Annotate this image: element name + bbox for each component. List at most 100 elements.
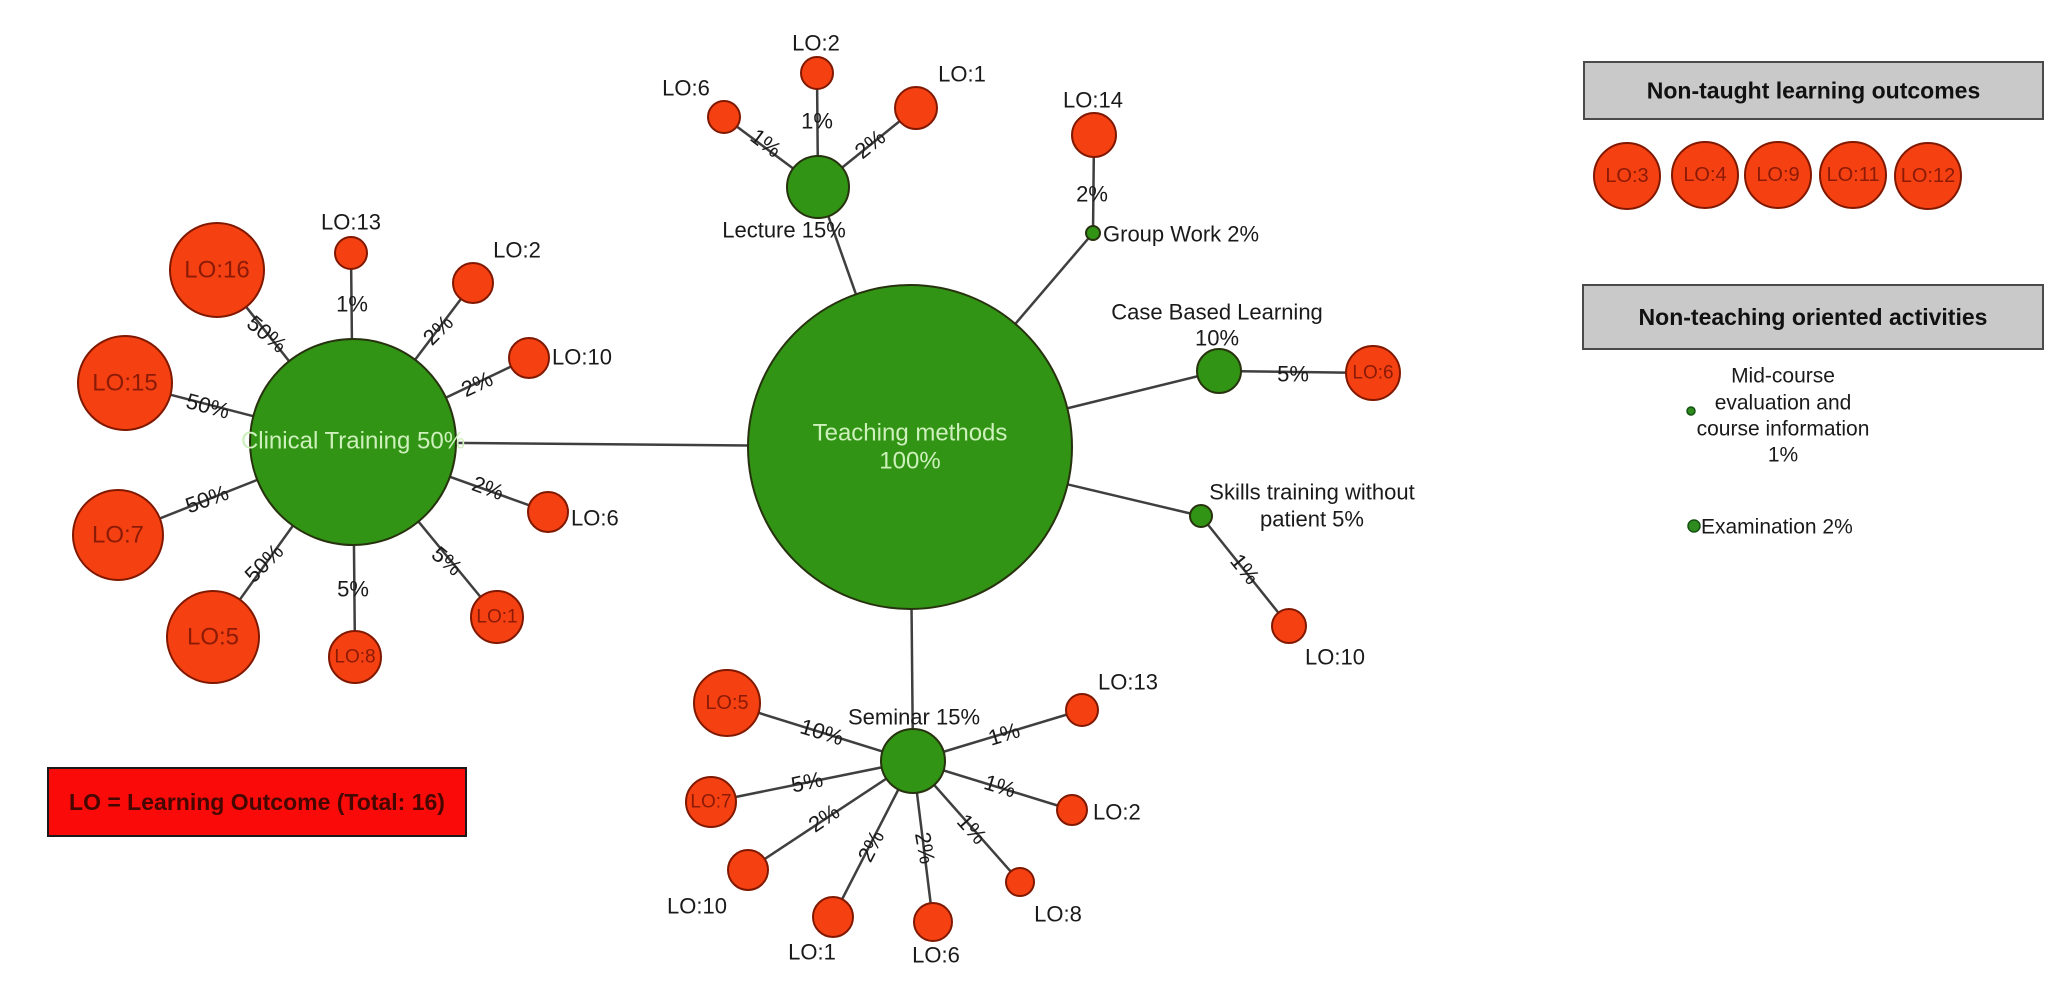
lo-note-box — [47, 767, 467, 837]
lo-label-cl-lo2: LO:2 — [493, 238, 541, 263]
lo-circle-cl-lo5 — [166, 590, 260, 684]
pct-label-lec-lo6: 1% — [746, 123, 786, 162]
lo-circle-sk-lo10 — [1271, 608, 1307, 644]
activity-dot-icon-1 — [1687, 519, 1701, 533]
pct-label-cl-lo5: 50% — [240, 539, 289, 588]
non-taught-lo-label-1: LO:4 — [1683, 164, 1726, 186]
non-taught-lo-circle-2 — [1744, 141, 1812, 209]
hub-label-teaching-1: 100% — [879, 448, 940, 475]
pct-label-cl-lo15: 50% — [183, 388, 232, 424]
pct-label-gw-lo14: 2% — [1076, 182, 1108, 207]
lo-label-lec-lo2: LO:2 — [792, 31, 840, 56]
lo-circle-cl-lo6 — [527, 491, 569, 533]
activity-label-0-2: course information — [1697, 418, 1870, 441]
pct-label-cb-lo6: 5% — [1277, 362, 1309, 387]
edge-sk-lo10 — [1200, 515, 1290, 627]
pct-label-sem-lo7: 5% — [789, 766, 825, 797]
lo-label-lec-lo1: LO:1 — [938, 62, 986, 87]
pct-label-cl-lo2: 2% — [418, 310, 458, 350]
lo-label-cl-lo10: LO:10 — [552, 345, 612, 370]
pct-label-sem-lo1: 2% — [853, 826, 890, 866]
pct-label-sem-lo6: 2% — [910, 830, 940, 866]
lo-label-cl-lo1: LO:1 — [476, 607, 517, 628]
non-taught-lo-circle-3 — [1819, 141, 1887, 209]
lo-circle-cl-lo10 — [508, 337, 550, 379]
lo-label-lec-lo6: LO:6 — [662, 76, 710, 101]
hub-circle-teaching — [747, 284, 1073, 610]
lo-circle-lec-lo2 — [800, 56, 834, 90]
hub-circle-lecture — [786, 155, 850, 219]
lo-label-cl-lo7: LO:7 — [92, 522, 144, 549]
lo-circle-cl-lo7 — [72, 489, 164, 581]
pct-label-sem-lo13: 1% — [985, 717, 1023, 750]
lo-label-sem-lo6: LO:6 — [912, 943, 960, 968]
lo-label-sem-lo1: LO:1 — [788, 940, 836, 965]
pct-label-cl-lo13: 1% — [336, 292, 368, 317]
activity-label-0-3: 1% — [1768, 444, 1798, 467]
hub-circle-seminar — [880, 728, 946, 794]
non-taught-lo-circle-1 — [1671, 141, 1739, 209]
lo-label-sem-lo10: LO:10 — [667, 894, 727, 919]
hub-label-skills-0: Skills training without — [1209, 480, 1414, 505]
lo-label-sem-lo7: LO:7 — [690, 792, 731, 813]
lo-circle-cl-lo8 — [328, 630, 382, 684]
pct-label-sem-lo10: 2% — [804, 799, 844, 838]
hub-label-casebased-1: 10% — [1195, 326, 1239, 351]
lo-circle-cl-lo15 — [77, 335, 173, 431]
hub-circle-casebased — [1196, 348, 1242, 394]
nodes-layer — [72, 56, 1401, 942]
lo-circle-sem-lo2 — [1056, 794, 1088, 826]
lo-note-text: LO = Learning Outcome (Total: 16) — [69, 789, 445, 815]
lo-circle-cl-lo2 — [452, 262, 494, 304]
non-taught-lo-label-3: LO:11 — [1827, 164, 1880, 186]
pct-label-cl-lo10: 2% — [457, 366, 496, 402]
activity-label-0-1: evaluation and — [1715, 392, 1852, 415]
lo-label-cl-lo6: LO:6 — [571, 506, 619, 531]
hub-label-clinical-0: Clinical Training 50% — [241, 428, 465, 455]
lo-circle-cl-lo16 — [169, 222, 265, 318]
lo-circle-gw-lo14 — [1071, 112, 1117, 158]
lo-label-sem-lo13: LO:13 — [1098, 670, 1158, 695]
lo-circle-sem-lo5 — [693, 669, 761, 737]
hub-label-lecture-0: Lecture 15% — [722, 218, 846, 243]
hub-label-groupwork-0: Group Work 2% — [1103, 222, 1259, 247]
non-taught-lo-label-0: LO:3 — [1605, 165, 1648, 187]
edge-sem-lo7 — [710, 759, 914, 804]
lo-label-sem-lo5: LO:5 — [705, 692, 748, 714]
lo-circle-cl-lo13 — [334, 236, 368, 270]
pct-label-cl-lo16: 50% — [242, 310, 292, 357]
non-taught-lo-label-2: LO:9 — [1756, 164, 1799, 186]
lo-circle-lec-lo1 — [894, 86, 938, 130]
lo-label-sem-lo8: LO:8 — [1034, 902, 1082, 927]
lo-label-cb-lo6: LO:6 — [1352, 363, 1393, 384]
lo-circle-sem-lo7 — [685, 776, 737, 828]
lo-label-cl-lo15: LO:15 — [92, 370, 157, 397]
lo-label-cl-lo5: LO:5 — [187, 624, 239, 651]
pct-label-lec-lo2: 1% — [801, 109, 833, 134]
lo-circle-sem-lo13 — [1065, 693, 1099, 727]
non-taught-panel-title: Non-taught learning outcomes — [1647, 78, 1981, 104]
pct-label-sem-lo5: 10% — [797, 714, 846, 751]
non-taught-lo-label-4: LO:12 — [1901, 165, 1955, 187]
lo-label-cl-lo16: LO:16 — [184, 257, 249, 284]
hub-circle-skills — [1189, 504, 1213, 528]
pct-label-sem-lo2: 1% — [981, 769, 1019, 802]
hub-label-teaching-0: Teaching methods — [813, 420, 1008, 447]
lo-label-cl-lo13: LO:13 — [321, 210, 381, 235]
pct-label-cl-lo7: 50% — [182, 480, 232, 519]
hub-label-seminar-0: Seminar 15% — [848, 705, 980, 730]
activity-label-1-0: Examination 2% — [1701, 516, 1853, 539]
lo-label-cl-lo8: LO:8 — [334, 647, 375, 668]
non-taught-lo-circle-4 — [1894, 142, 1962, 210]
lo-circle-sem-lo6 — [913, 902, 953, 942]
lo-circle-sem-lo8 — [1005, 867, 1035, 897]
lo-circle-sem-lo10 — [727, 849, 769, 891]
pct-label-cl-lo8: 5% — [337, 577, 369, 602]
hub-label-casebased-0: Case Based Learning — [1111, 300, 1323, 325]
activity-dot-icon-0 — [1686, 406, 1696, 416]
legend-layer: Non-taught learning outcomes LO:3 LO:4 LO:9… — [47, 61, 2044, 837]
hub-label-skills-1: patient 5% — [1260, 507, 1364, 532]
hub-circle-groupwork — [1085, 225, 1101, 241]
lo-circle-lec-lo6 — [707, 100, 741, 134]
